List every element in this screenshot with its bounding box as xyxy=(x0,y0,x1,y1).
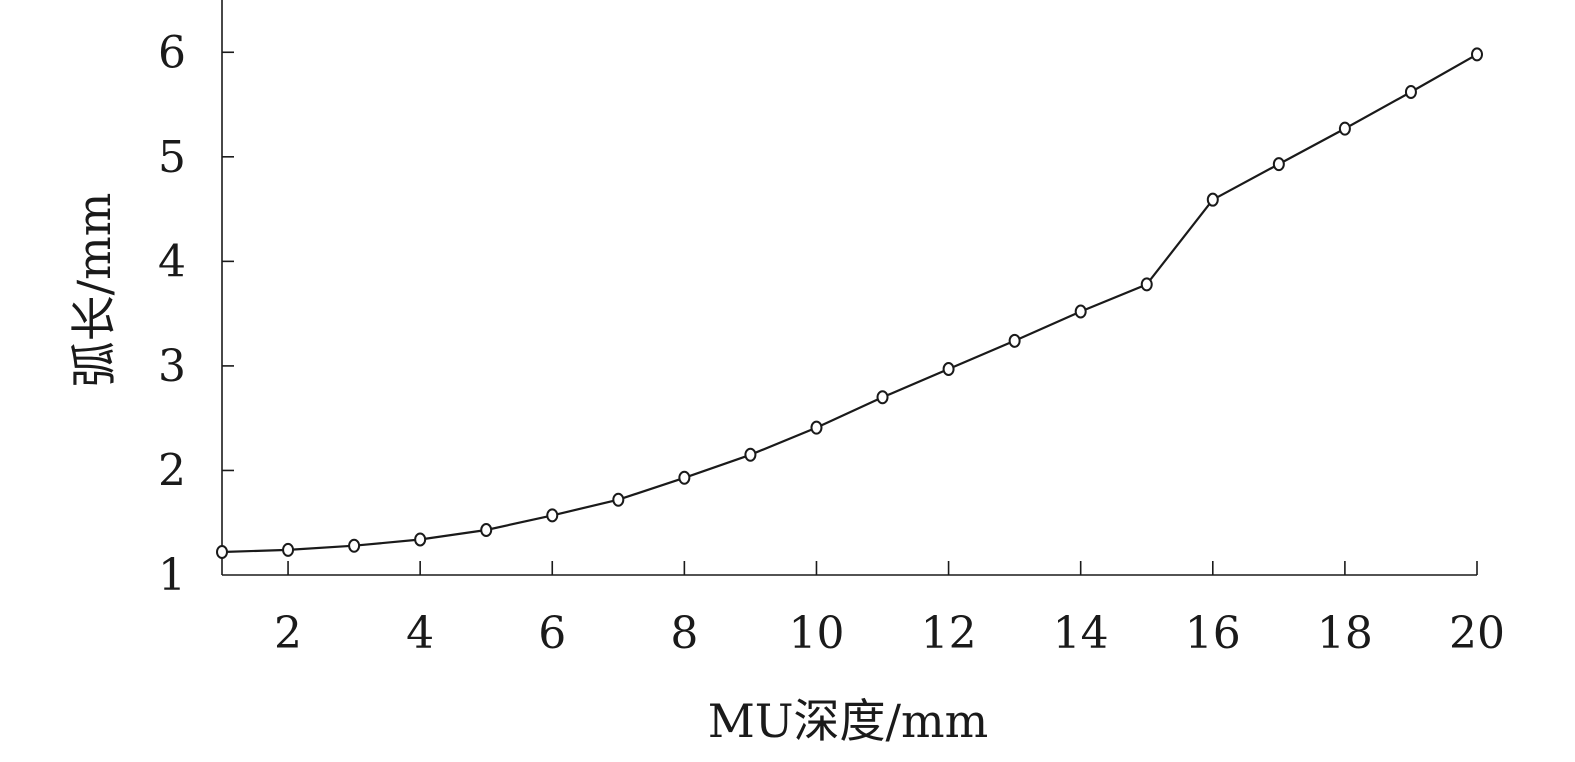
x-tick-label: 12 xyxy=(921,608,977,659)
y-tick-label: 4 xyxy=(158,236,186,287)
data-point xyxy=(1140,277,1153,292)
x-tick-label: 6 xyxy=(538,608,566,659)
data-point xyxy=(1074,304,1087,319)
x-tick-label: 10 xyxy=(788,608,844,659)
x-tick-label: 4 xyxy=(406,608,434,659)
data-point xyxy=(414,532,427,547)
data-point xyxy=(1206,192,1219,207)
data-point xyxy=(810,420,823,435)
x-ticks: 2 4 6 8 10 12 14 16 18 20 xyxy=(274,561,1505,659)
series-line xyxy=(221,53,1478,554)
series-group xyxy=(216,47,1483,559)
data-point xyxy=(216,545,228,559)
data-point xyxy=(1404,85,1417,99)
x-axis-title: MU深度/mm xyxy=(708,694,989,748)
data-point xyxy=(1272,157,1285,172)
x-tick-label: 18 xyxy=(1317,608,1373,659)
x-tick-label: 2 xyxy=(274,608,302,659)
y-ticks: 1 2 3 4 5 6 xyxy=(158,27,234,601)
y-tick-label: 2 xyxy=(158,445,186,496)
data-point xyxy=(1008,333,1021,348)
x-tick-label: 16 xyxy=(1185,608,1241,659)
y-tick-label: 5 xyxy=(158,132,186,183)
data-point xyxy=(1338,121,1351,136)
axes xyxy=(221,0,1477,576)
data-point xyxy=(876,390,889,405)
x-tick-label: 8 xyxy=(670,608,698,659)
data-point xyxy=(546,508,559,523)
data-point xyxy=(612,492,625,507)
data-point xyxy=(942,362,955,377)
y-tick-label: 1 xyxy=(158,550,186,601)
data-point xyxy=(480,523,493,538)
x-tick-label: 20 xyxy=(1449,608,1505,659)
x-tick-label: 14 xyxy=(1053,608,1109,659)
y-tick-label: 6 xyxy=(158,27,186,78)
y-tick-label: 3 xyxy=(158,341,186,392)
data-point xyxy=(348,538,361,553)
data-point xyxy=(1471,47,1483,62)
data-point xyxy=(678,470,691,485)
y-axis-title: 弧长/mm xyxy=(67,193,121,388)
data-point xyxy=(744,447,757,462)
data-point xyxy=(282,542,295,557)
